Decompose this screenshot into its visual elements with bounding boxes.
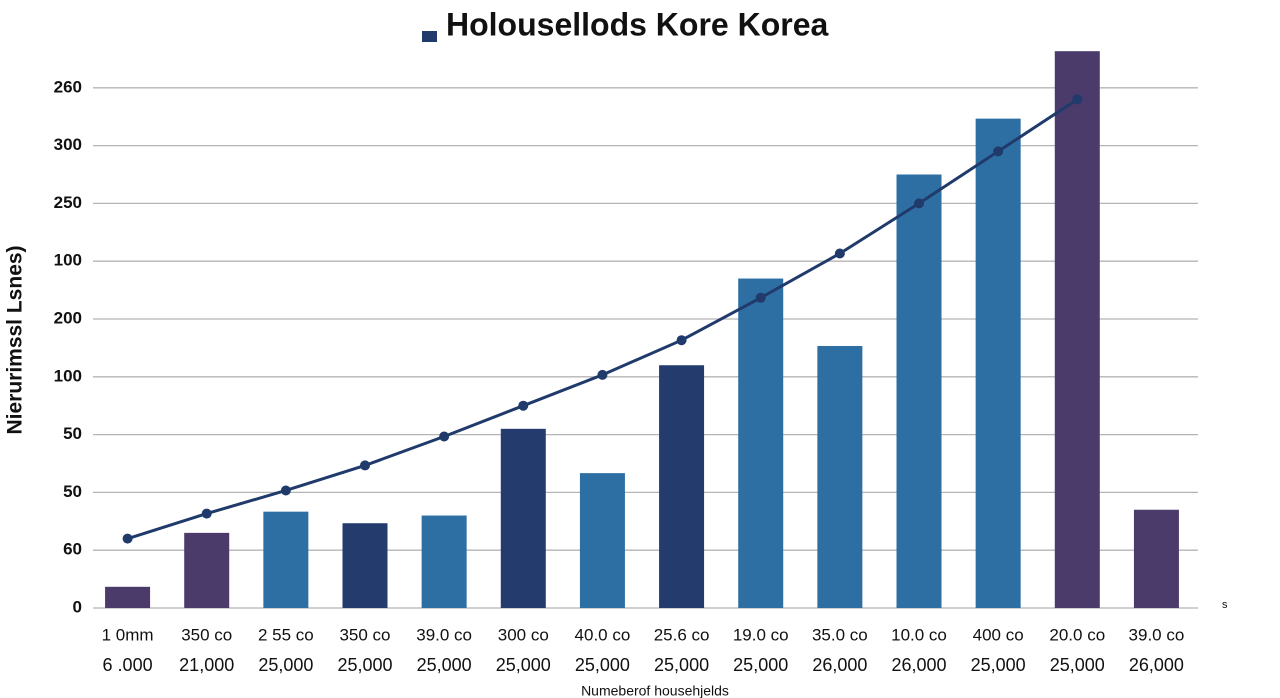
bar [184, 532, 230, 608]
x-tick-label: 25.6 co [654, 625, 710, 644]
x-tick-label: 40.0 co [575, 625, 631, 644]
x-tick-label: 400 co [973, 625, 1024, 644]
y-tick-label: 250 [54, 193, 82, 212]
bar [500, 428, 546, 608]
x-tick-label: 2 55 co [258, 625, 314, 644]
x-tick-label: 39.0 co [416, 625, 472, 644]
x-tick-label: 26,000 [891, 655, 946, 675]
x-tick-label: 25,000 [733, 655, 788, 675]
trend-point [755, 292, 766, 303]
x-tick-label: 25,000 [971, 655, 1026, 675]
x-tick-label: 1 0mm [102, 625, 154, 644]
x-tick-label: 350 co [181, 625, 232, 644]
bar [263, 511, 309, 608]
x-tick-label: 26,000 [812, 655, 867, 675]
x-tick-label: 25,000 [654, 655, 709, 675]
trend-point [1072, 94, 1083, 105]
x-tick-label: 10.0 co [891, 625, 947, 644]
x-tick-label: 20.0 co [1049, 625, 1105, 644]
x-tick-label: 300 co [498, 625, 549, 644]
x-tick-label: 25,000 [417, 655, 472, 675]
x-tick-label: 26,000 [1129, 655, 1184, 675]
trend-point [993, 146, 1004, 157]
bar [896, 174, 942, 608]
x-tick-label: 25,000 [1050, 655, 1105, 675]
trend-point [834, 248, 845, 259]
chart-title: Holousellods Kore Korea [446, 6, 829, 42]
x-tick-label: 21,000 [179, 655, 234, 675]
title-marker [422, 31, 437, 42]
x-tick-label: 25,000 [337, 655, 392, 675]
bar [579, 473, 625, 608]
bar [975, 118, 1021, 609]
x-tick-label: 25,000 [258, 655, 313, 675]
note: s [1222, 599, 1228, 611]
trend-point [201, 508, 212, 519]
y-tick-label: 100 [54, 251, 82, 270]
y-tick-label: 300 [54, 135, 82, 154]
trend-point [518, 400, 529, 411]
y-tick-label: 100 [54, 366, 82, 385]
bar [342, 523, 388, 608]
bar [659, 365, 705, 608]
x-axis-label: Numeberof househjelds [581, 683, 729, 698]
trend-point [122, 533, 133, 544]
trend-point [676, 335, 687, 346]
trend-point [280, 485, 291, 496]
bar [817, 345, 863, 608]
y-tick-label: 260 [54, 77, 82, 96]
x-tick-label: 25,000 [496, 655, 551, 675]
bar [738, 278, 784, 608]
trend-point [439, 431, 450, 442]
x-tick-label: 35.0 co [812, 625, 868, 644]
trend-point [360, 460, 370, 471]
y-tick-label: 50 [63, 424, 82, 443]
x-tick-label: 25,000 [575, 655, 630, 675]
bar [421, 515, 467, 608]
y-axis-label: Nierurimssl Lsnes) [4, 245, 27, 434]
x-tick-label: 6 .000 [103, 655, 153, 675]
x-tick-label: 39.0 co [1129, 625, 1185, 644]
x-tick-label: 19.0 co [733, 625, 789, 644]
x-tick-label: 350 co [339, 625, 390, 644]
trend-point [597, 369, 608, 380]
y-tick-label: 200 [54, 308, 82, 327]
y-tick-label: 60 [63, 540, 82, 559]
y-tick-label: 0 [73, 597, 82, 616]
bar [105, 586, 151, 608]
bar [1133, 509, 1179, 608]
bar [1054, 51, 1100, 608]
y-tick-label: 50 [63, 482, 82, 501]
trend-point [914, 198, 924, 209]
